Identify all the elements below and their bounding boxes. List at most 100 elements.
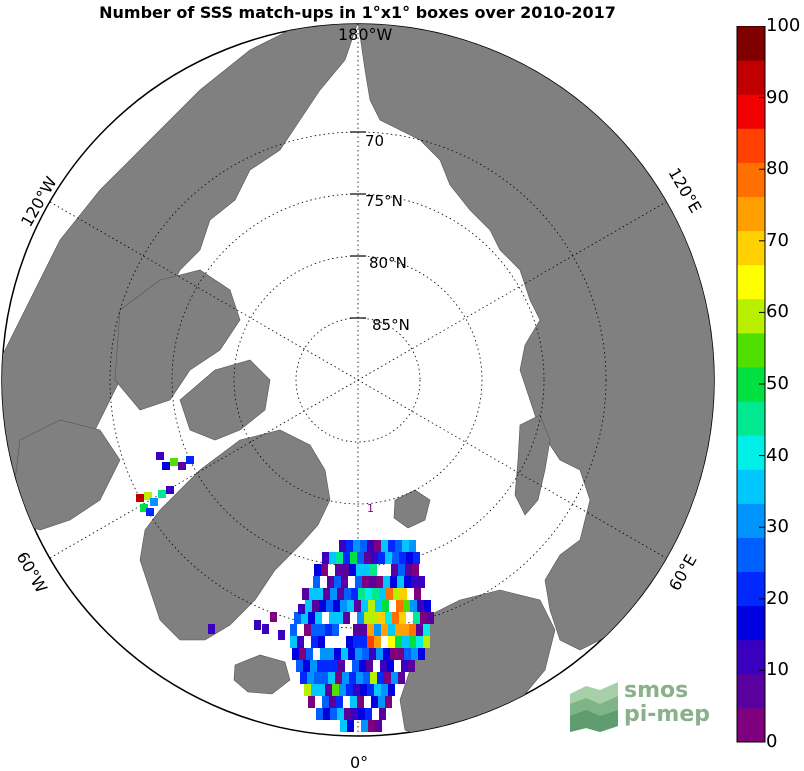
colorbar-band	[737, 571, 765, 607]
matchup-box	[365, 708, 372, 720]
matchup-box	[347, 600, 354, 612]
matchup-box	[376, 576, 383, 588]
matchup-box	[397, 648, 404, 660]
matchup-box	[402, 624, 409, 636]
matchup-box	[325, 684, 332, 696]
land-greenland	[139, 429, 331, 641]
matchup-box	[367, 540, 374, 552]
matchup-box	[341, 576, 348, 588]
matchup-box	[367, 684, 374, 696]
matchup-box	[325, 624, 332, 636]
matchup-box	[307, 672, 314, 684]
matchup-box	[312, 600, 319, 612]
matchup-box	[417, 600, 424, 612]
matchup-box	[290, 636, 297, 648]
matchup-box	[323, 708, 330, 720]
lon-label-180w: 180°W	[338, 25, 393, 44]
matchup-box	[316, 588, 323, 600]
matchup-boxes	[136, 452, 434, 732]
matchup-box	[374, 684, 381, 696]
colorbar-tick-label: 70	[766, 229, 789, 251]
lat-label-70: 70	[365, 132, 384, 150]
colorbar-tick-label: 40	[766, 444, 789, 466]
matchup-box	[420, 612, 427, 624]
latitude-circle-80	[233, 255, 483, 505]
matchup-box	[399, 552, 406, 564]
colorbar-band	[737, 401, 765, 436]
matchup-box	[300, 672, 307, 684]
matchup-box	[309, 588, 316, 600]
matchup-box	[336, 612, 343, 624]
matchup-box	[381, 684, 388, 696]
latitude-circle-75	[171, 193, 545, 567]
matchup-box	[311, 636, 318, 648]
matchup-box	[351, 708, 358, 720]
meridian-60w-120e	[49, 201, 667, 559]
matchup-box	[136, 494, 144, 502]
matchup-box	[371, 612, 378, 624]
matchup-box	[334, 648, 341, 660]
colorbar-tick-label: 10	[766, 659, 789, 681]
colorbar-tick-label: 100	[766, 15, 801, 36]
graticule	[49, 24, 667, 736]
matchup-box	[254, 620, 261, 630]
matchup-box	[405, 564, 412, 576]
matchup-box	[410, 600, 417, 612]
matchup-box	[334, 576, 341, 588]
matchup-box	[386, 588, 393, 600]
matchup-box	[310, 660, 317, 672]
matchup-box	[333, 600, 340, 612]
matchup-box	[392, 552, 399, 564]
matchup-box	[398, 672, 405, 684]
logo-line-2: pi-mep	[624, 702, 711, 727]
matchup-box	[387, 660, 394, 672]
matchup-box	[346, 540, 353, 552]
matchup-box	[391, 672, 398, 684]
matchup-box	[297, 636, 304, 648]
matchup-box	[158, 490, 166, 498]
smos-pimep-logo: smos pi-mep	[566, 676, 716, 736]
colorbar-band	[737, 264, 765, 300]
matchup-box	[306, 648, 313, 660]
matchup-box	[377, 672, 384, 684]
colorbar-band	[737, 196, 765, 232]
matchup-box	[361, 720, 368, 732]
matchup-box	[344, 708, 351, 720]
colorbar-tick-label: 20	[766, 587, 789, 609]
matchup-box	[330, 708, 337, 720]
colorbar-tick-label: 50	[766, 373, 789, 394]
matchup-box	[314, 564, 321, 576]
matchup-box	[350, 696, 357, 708]
matchup-box	[278, 630, 285, 640]
matchup-box	[364, 612, 371, 624]
matchup-box	[308, 612, 315, 624]
matchup-box	[374, 540, 381, 552]
colorbar-band	[737, 332, 765, 368]
matchup-box	[379, 588, 386, 600]
matchup-box	[414, 588, 421, 600]
matchup-box	[411, 576, 418, 588]
matchup-box	[372, 588, 379, 600]
matchup-box	[404, 576, 411, 588]
colorbar-band	[737, 605, 765, 641]
matchup-box	[378, 696, 385, 708]
matchup-box	[370, 672, 377, 684]
matchup-box	[370, 564, 377, 576]
matchup-box	[301, 612, 308, 624]
matchup-box	[356, 564, 363, 576]
matchup-box	[360, 624, 367, 636]
matchup-box	[315, 612, 322, 624]
matchup-box	[406, 552, 413, 564]
land-novaya-zemlya	[514, 414, 551, 516]
matchup-box	[304, 684, 311, 696]
logo-mark-icon	[570, 682, 618, 732]
matchup-box	[342, 564, 349, 576]
matchup-box	[320, 648, 327, 660]
matchup-box	[392, 612, 399, 624]
colorbar-band	[737, 94, 765, 129]
matchup-box	[344, 588, 351, 600]
matchup-box	[423, 624, 430, 636]
matchup-box	[144, 492, 152, 500]
matchup-box	[369, 576, 376, 588]
matchup-box	[349, 672, 356, 684]
